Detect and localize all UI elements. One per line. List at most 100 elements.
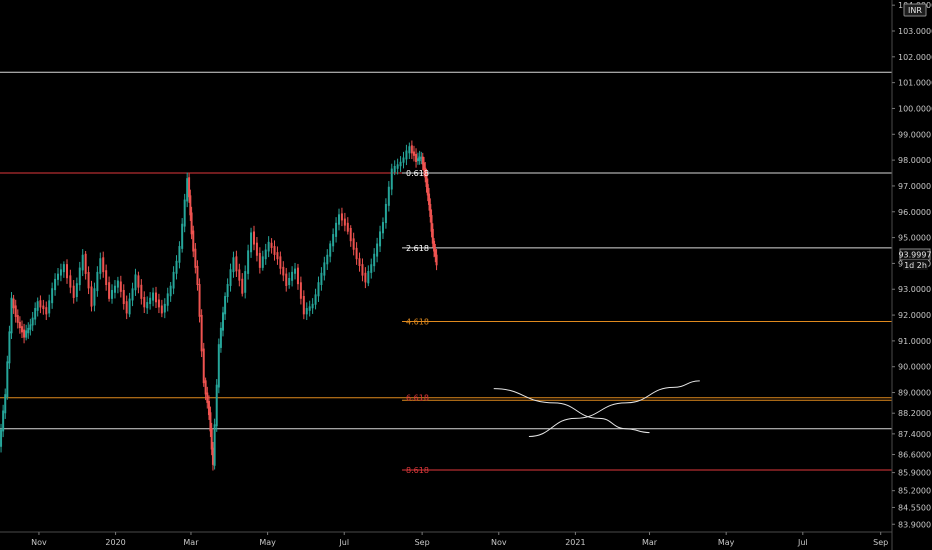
y-tick-label-11: 93.0000 [898, 285, 931, 294]
fib-label-4: 8.618 [406, 466, 429, 475]
candle-body [192, 230, 195, 252]
candle-body [317, 282, 320, 297]
candle-body [276, 252, 279, 260]
candle-body [420, 157, 423, 159]
candle-body [329, 243, 332, 257]
y-tick-label-4: 100.0000 [898, 104, 932, 113]
candle-body [57, 273, 60, 280]
candle-group-4 [18, 316, 26, 344]
candle-body [418, 156, 421, 162]
candle-body [282, 266, 285, 276]
candle-body [410, 145, 413, 154]
candle-body [84, 253, 87, 274]
candle-body [255, 242, 258, 256]
x-tick-label-7: 2021 [565, 538, 585, 547]
fib-label-0: 0.618 [406, 169, 429, 178]
candle-body [36, 301, 39, 311]
candle-body [202, 348, 205, 384]
candle-body [421, 156, 424, 165]
candle-group-5 [25, 318, 32, 341]
candle-body [27, 327, 30, 334]
x-tick-label-10: Jul [797, 538, 808, 547]
candle-group-9 [57, 261, 65, 286]
candle-body [8, 331, 11, 364]
y-tick-label-21: 84.5500 [898, 503, 931, 512]
candle-body [59, 269, 62, 276]
y-tick-label-2: 102.0000 [898, 53, 932, 62]
candle-body [222, 312, 224, 331]
candle-group-34 [252, 225, 261, 274]
y-tick-label-19: 85.9000 [898, 469, 931, 478]
candle-group-37 [279, 251, 288, 292]
candle-body [250, 232, 253, 253]
candle-body [105, 270, 108, 286]
candle-body [288, 277, 291, 286]
candle-body [18, 321, 21, 329]
candle-group-1 [0, 388, 7, 453]
candle-body [116, 280, 119, 288]
candle-body [381, 222, 384, 234]
candle-body [34, 308, 37, 320]
candle-body [364, 272, 367, 283]
x-tick-label-3: May [259, 538, 276, 547]
x-tick-label-8: Mar [642, 538, 658, 547]
candle-group-23 [181, 172, 189, 253]
candle-body [393, 166, 396, 173]
y-tick-label-17: 87.4000 [898, 430, 931, 439]
currency-badge[interactable]: INR [903, 3, 927, 17]
candle-body [178, 246, 181, 263]
candle-group-12 [84, 251, 93, 312]
candle-body [305, 308, 308, 315]
candle-body [423, 162, 426, 171]
candle-body [160, 305, 163, 314]
candle-body [72, 285, 75, 298]
candle-group-13 [93, 252, 102, 312]
candle-group-29 [213, 338, 220, 470]
candle-body [433, 240, 436, 252]
candle-group-39 [296, 263, 305, 320]
candle-body [311, 303, 314, 309]
candle-body [209, 412, 212, 432]
candle-body [0, 429, 3, 447]
y-tick-label-9: 95.0000 [898, 234, 931, 243]
x-tick-label-6: Nov [491, 538, 507, 547]
candle-body [302, 295, 305, 315]
candle-body [16, 315, 19, 323]
y-tick-label-16: 88.2000 [898, 409, 931, 418]
candle-body [396, 164, 399, 169]
candle-group-26 [198, 278, 205, 387]
candle-group-17 [128, 268, 137, 318]
candle-body [108, 282, 111, 299]
candle-body [408, 146, 411, 154]
drawn-curve-0[interactable] [493, 388, 650, 434]
candle-body [128, 298, 131, 315]
candle-body [210, 428, 213, 450]
candle-body [31, 317, 34, 326]
candle-group-14 [102, 251, 111, 302]
x-tick-label-5: Sep [415, 538, 430, 547]
candle-body [323, 262, 326, 276]
candle-body [429, 204, 432, 217]
candle-body [10, 297, 13, 334]
candle-body [196, 265, 199, 286]
candle-body [343, 218, 346, 226]
candle-body [384, 203, 387, 224]
candle-body [376, 243, 379, 257]
drawn-curve-1[interactable] [528, 380, 700, 437]
y-tick-label-12: 92.0000 [898, 311, 931, 320]
candle-body [119, 281, 122, 292]
candle-body [370, 264, 373, 273]
candle-body [431, 228, 434, 244]
candle-group-43 [332, 208, 341, 252]
candle-group-36 [270, 238, 279, 265]
candle-body [430, 215, 433, 232]
candle-group-54 [421, 152, 427, 183]
candle-body [149, 297, 152, 304]
candle-group-6 [31, 297, 39, 332]
candle-group-15 [111, 276, 119, 304]
fib-label-1: 2.618 [406, 244, 429, 253]
fib-label-3: 6.618 [406, 394, 429, 403]
y-tick-label-13: 91.0000 [898, 337, 931, 346]
candle-body [102, 257, 105, 273]
